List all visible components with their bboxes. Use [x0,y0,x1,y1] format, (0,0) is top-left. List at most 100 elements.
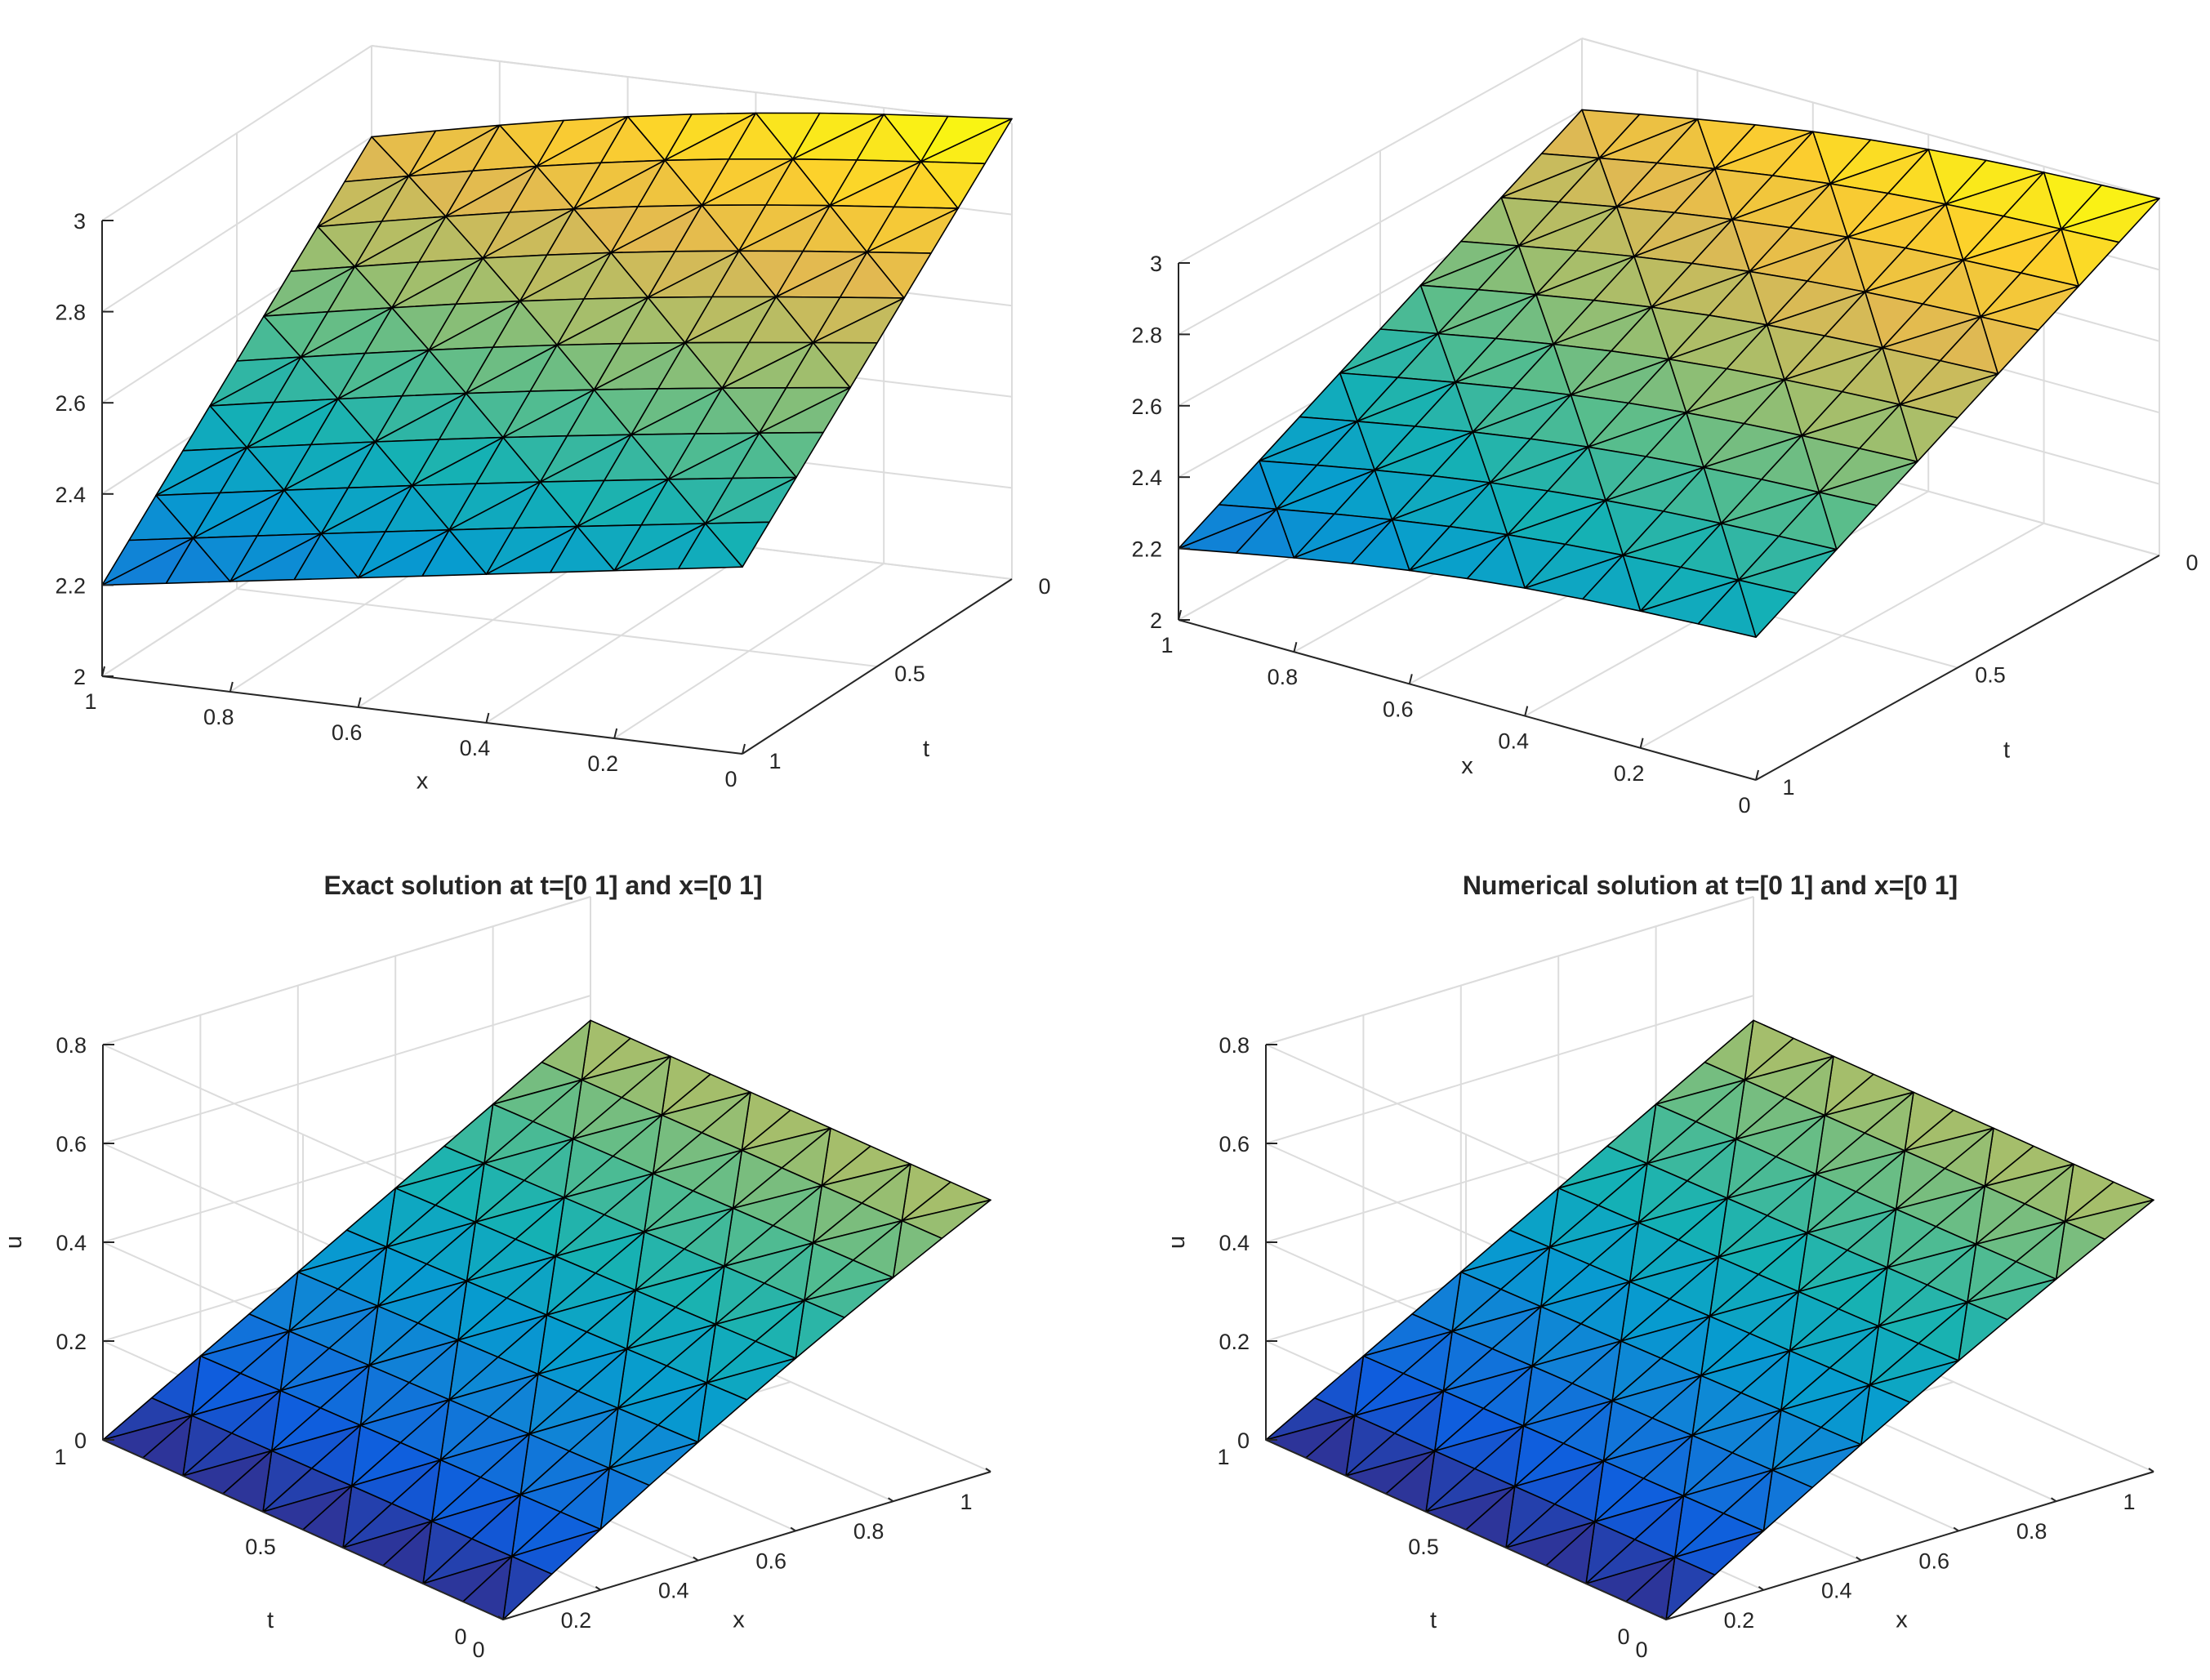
x-tick-label: 0.2 [1614,761,1645,786]
z-tick-label: 0.2 [56,1330,87,1354]
t-axis-line [742,578,1013,755]
x-tick-label: 0.8 [203,705,234,729]
surface-mesh [1265,1019,2154,1620]
grid-line [1265,896,1754,1045]
z-tick-label: 0.8 [1219,1033,1250,1058]
surface-face [613,523,706,572]
surface-face [1351,519,1410,572]
z-tick-label: 0 [74,1428,87,1453]
x-tick-mark [1856,1556,1862,1562]
x-tick-mark [595,1585,601,1591]
x-axis-line [101,675,743,755]
surface-face [357,528,450,579]
t-tick-label: 0 [454,1624,466,1649]
grid-line [236,588,878,667]
surface-face [485,525,578,575]
grid-line [1581,38,2160,199]
z-tick-label: 0.2 [1219,1330,1250,1354]
x-axis-label: x [1896,1607,1908,1633]
x-tick-label: 1 [84,689,96,714]
z-tick-label: 0.4 [1219,1231,1250,1255]
z-tick-label: 0.6 [56,1132,87,1156]
z-tick-label: 2.6 [55,391,86,416]
t-tick-label: 0.5 [1408,1535,1439,1559]
z-tick-label: 0.8 [56,1033,87,1058]
x-tick-mark [1660,1615,1667,1620]
t-tick-label: 0 [1038,574,1050,599]
subplot-bottom-left: 00.20.40.60.8100.5100.20.40.60.8xtuExact… [1,871,991,1662]
x-tick-mark [485,712,490,724]
x-tick-label: 0.6 [332,720,363,745]
x-tick-mark [357,697,362,708]
z-tick-label: 2.4 [55,483,86,507]
x-tick-label: 0.6 [1383,697,1414,721]
x-axis-label: x [733,1607,745,1633]
x-tick-mark [888,1497,894,1503]
t-tick-label: 1 [769,749,781,773]
z-tick-label: 0.6 [1219,1132,1250,1156]
z-tick-label: 3 [1150,252,1162,276]
t-axis-label: t [1430,1607,1437,1633]
t-tick-label: 0 [2185,550,2198,575]
grid-line [102,995,591,1144]
x-tick-mark [1755,769,1759,781]
z-axis-label: u [1,1236,27,1249]
x-axis-line [1665,1471,2154,1620]
z-tick-label: 2.4 [1131,466,1162,490]
surface-mesh [1178,109,2160,639]
t-tick-label: 0.5 [1975,663,2006,688]
t-tick-label: 0 [1617,1624,1629,1649]
x-tick-mark [985,1468,991,1473]
subplot-title: Exact solution at t=[0 1] and x=[0 1] [323,871,762,900]
x-tick-mark [1408,674,1413,684]
t-axis-line [1265,1439,1667,1620]
subplot-bottom-right: 00.20.40.60.8100.5100.20.40.60.8xtuNumer… [1164,871,2154,1662]
x-tick-mark [613,728,618,739]
x-tick-label: 1 [2123,1490,2135,1514]
grid-line [1265,995,1754,1144]
x-tick-label: 0.4 [1498,729,1529,754]
surface-mesh [102,1019,991,1620]
x-tick-label: 0.4 [1821,1579,1852,1603]
x-tick-label: 0.2 [1724,1608,1755,1633]
subplot-title: Numerical solution at t=[0 1] and x=[0 1… [1463,871,1958,900]
x-tick-mark [790,1526,796,1532]
x-tick-label: 0.8 [2016,1519,2047,1544]
x-tick-mark [1293,641,1298,653]
x-tick-label: 0.8 [853,1519,884,1544]
x-tick-mark [1639,738,1644,749]
z-tick-label: 2.2 [1131,537,1162,562]
t-tick-label: 1 [1782,775,1794,800]
surface-face [1582,554,1642,613]
t-tick-label: 1 [1217,1445,1229,1469]
z-tick-label: 0.4 [56,1231,87,1255]
axes [101,221,1013,755]
x-axis-line [1178,619,1757,781]
x-tick-label: 0.4 [658,1579,689,1603]
surface-mesh [101,112,1013,586]
t-axis-label: t [923,736,929,762]
x-tick-mark [2148,1468,2154,1473]
z-tick-label: 2.2 [55,573,86,598]
x-tick-mark [497,1615,504,1620]
z-tick-label: 0 [1237,1428,1250,1453]
x-tick-label: 0.4 [460,736,491,760]
t-tick-label: 1 [54,1445,66,1469]
surface-face [101,537,194,586]
z-tick-label: 2.8 [55,301,86,325]
t-axis-label: t [2003,738,2010,764]
z-tick-label: 2.6 [1131,394,1162,419]
axes [1178,263,2160,781]
t-axis-label: t [267,1607,274,1633]
x-axis-label: x [1461,753,1473,779]
x-tick-mark [101,666,105,677]
t-axis-line [102,1439,504,1620]
x-tick-label: 0.6 [755,1549,786,1573]
grid-line [102,896,591,1045]
